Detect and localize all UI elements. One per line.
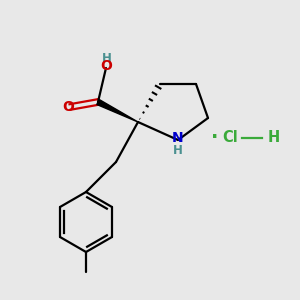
Text: H: H (173, 143, 183, 157)
Polygon shape (97, 100, 138, 122)
Text: H: H (102, 52, 112, 64)
Text: N: N (172, 131, 184, 145)
Text: O: O (100, 59, 112, 73)
Text: ·: · (211, 128, 219, 148)
Text: O: O (62, 100, 74, 114)
Text: H: H (268, 130, 280, 146)
Text: Cl: Cl (222, 130, 238, 146)
